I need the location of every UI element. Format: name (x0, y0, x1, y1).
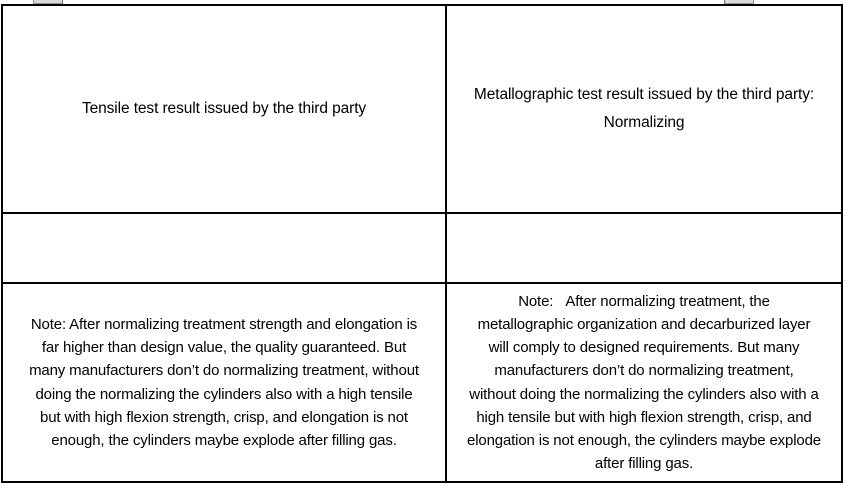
cropped-ui-handle-left-icon (33, 0, 63, 4)
table-row-notes: Note: After normalizing treatment streng… (1, 282, 843, 483)
handle-tick-icon (62, 0, 63, 4)
table-row-headers: Tensile test result issued by the third … (1, 4, 843, 214)
cell-tensile-note[interactable]: Note: After normalizing treatment streng… (1, 282, 447, 483)
cell-empty-right[interactable] (445, 212, 843, 284)
cell-metallographic-note[interactable]: Note: After normalizing treatment, the m… (445, 282, 843, 483)
handle-tick-icon (724, 0, 725, 4)
test-results-table: Tensile test result issued by the third … (1, 4, 843, 483)
cell-metallographic-test-header[interactable]: Metallographic test result issued by the… (445, 4, 843, 214)
cell-empty-left[interactable] (1, 212, 447, 284)
cell-tensile-test-header[interactable]: Tensile test result issued by the third … (1, 4, 447, 214)
table-row-empty (1, 212, 843, 284)
cropped-ui-handle-right-icon (724, 0, 754, 4)
